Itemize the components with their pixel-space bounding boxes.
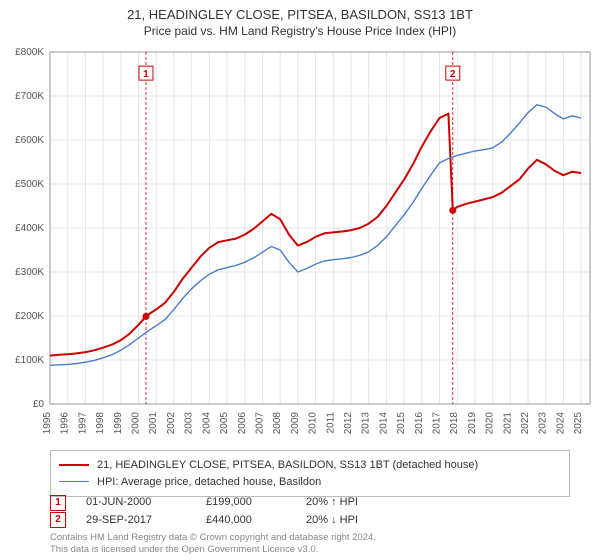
svg-text:2015: 2015 — [396, 412, 407, 435]
svg-text:1996: 1996 — [60, 412, 71, 435]
sale-row: 1 01-JUN-2000 £199,000 20% ↑ HPI — [50, 494, 570, 512]
sale-price: £440,000 — [206, 512, 286, 530]
sale-row: 2 29-SEP-2017 £440,000 20% ↓ HPI — [50, 512, 570, 530]
footer-line-2: This data is licensed under the Open Gov… — [50, 544, 318, 555]
svg-text:2001: 2001 — [148, 412, 159, 435]
svg-text:2013: 2013 — [361, 412, 372, 435]
svg-text:£0: £0 — [33, 399, 45, 410]
legend-label: 21, HEADINGLEY CLOSE, PITSEA, BASILDON, … — [97, 457, 478, 474]
sale-marker: 1 — [50, 495, 66, 511]
svg-text:£200K: £200K — [15, 311, 44, 322]
footer-line-1: Contains HM Land Registry data © Crown c… — [50, 532, 376, 543]
svg-text:1997: 1997 — [77, 412, 88, 435]
svg-text:2011: 2011 — [325, 412, 336, 434]
legend-swatch — [59, 464, 89, 466]
legend-item: 21, HEADINGLEY CLOSE, PITSEA, BASILDON, … — [59, 457, 561, 474]
svg-text:1: 1 — [143, 69, 149, 80]
svg-text:2025: 2025 — [573, 412, 584, 435]
svg-text:2: 2 — [450, 69, 456, 80]
svg-text:2014: 2014 — [378, 412, 389, 435]
svg-text:£400K: £400K — [15, 223, 44, 234]
sale-date: 01-JUN-2000 — [86, 494, 186, 512]
svg-text:2017: 2017 — [432, 412, 443, 435]
svg-text:2019: 2019 — [467, 412, 478, 435]
svg-text:£500K: £500K — [15, 179, 44, 190]
svg-text:£100K: £100K — [15, 355, 44, 366]
svg-text:£300K: £300K — [15, 267, 44, 278]
svg-text:£700K: £700K — [15, 91, 44, 102]
svg-text:2006: 2006 — [237, 412, 248, 435]
svg-text:2009: 2009 — [290, 412, 301, 435]
sale-price: £199,000 — [206, 494, 286, 512]
svg-text:1998: 1998 — [95, 412, 106, 435]
legend-swatch — [59, 481, 89, 482]
svg-text:2002: 2002 — [166, 412, 177, 435]
svg-text:2005: 2005 — [219, 412, 230, 435]
svg-text:2010: 2010 — [308, 412, 319, 435]
svg-text:2021: 2021 — [502, 412, 513, 435]
sale-pct: 20% ↓ HPI — [306, 512, 406, 530]
svg-text:2008: 2008 — [272, 412, 283, 435]
svg-text:2012: 2012 — [343, 412, 354, 435]
svg-text:2023: 2023 — [538, 412, 549, 435]
chart-area: £0 £100K £200K £300K £400K £500K £600K £700K £80… — [0, 44, 600, 444]
legend-item: HPI: Average price, detached house, Basi… — [59, 474, 561, 491]
legend-label: HPI: Average price, detached house, Basi… — [97, 474, 321, 491]
svg-text:£800K: £800K — [15, 47, 44, 58]
line-chart-svg: £0 £100K £200K £300K £400K £500K £600K £700K £80… — [0, 44, 600, 444]
sale-pct: 20% ↑ HPI — [306, 494, 406, 512]
footer-attribution: Contains HM Land Registry data © Crown c… — [50, 532, 570, 556]
svg-text:2020: 2020 — [485, 412, 496, 435]
svg-text:2018: 2018 — [449, 412, 460, 435]
chart-container: 21, HEADINGLEY CLOSE, PITSEA, BASILDON, … — [0, 0, 600, 560]
svg-text:1995: 1995 — [42, 412, 53, 435]
svg-text:£600K: £600K — [15, 135, 44, 146]
svg-text:2024: 2024 — [555, 412, 566, 435]
chart-title: 21, HEADINGLEY CLOSE, PITSEA, BASILDON, … — [0, 0, 600, 24]
svg-text:2004: 2004 — [201, 412, 212, 435]
svg-text:2007: 2007 — [254, 412, 265, 435]
svg-text:2000: 2000 — [131, 412, 142, 435]
svg-text:2022: 2022 — [520, 412, 531, 435]
svg-text:2003: 2003 — [184, 412, 195, 435]
svg-text:1999: 1999 — [113, 412, 124, 435]
sale-date: 29-SEP-2017 — [86, 512, 186, 530]
sales-annotations: 1 01-JUN-2000 £199,000 20% ↑ HPI 2 29-SEP-201… — [50, 494, 570, 529]
legend: 21, HEADINGLEY CLOSE, PITSEA, BASILDON, … — [50, 450, 570, 497]
svg-text:2016: 2016 — [414, 412, 425, 435]
sale-marker: 2 — [50, 512, 66, 528]
chart-subtitle: Price paid vs. HM Land Registry's House … — [0, 24, 600, 42]
